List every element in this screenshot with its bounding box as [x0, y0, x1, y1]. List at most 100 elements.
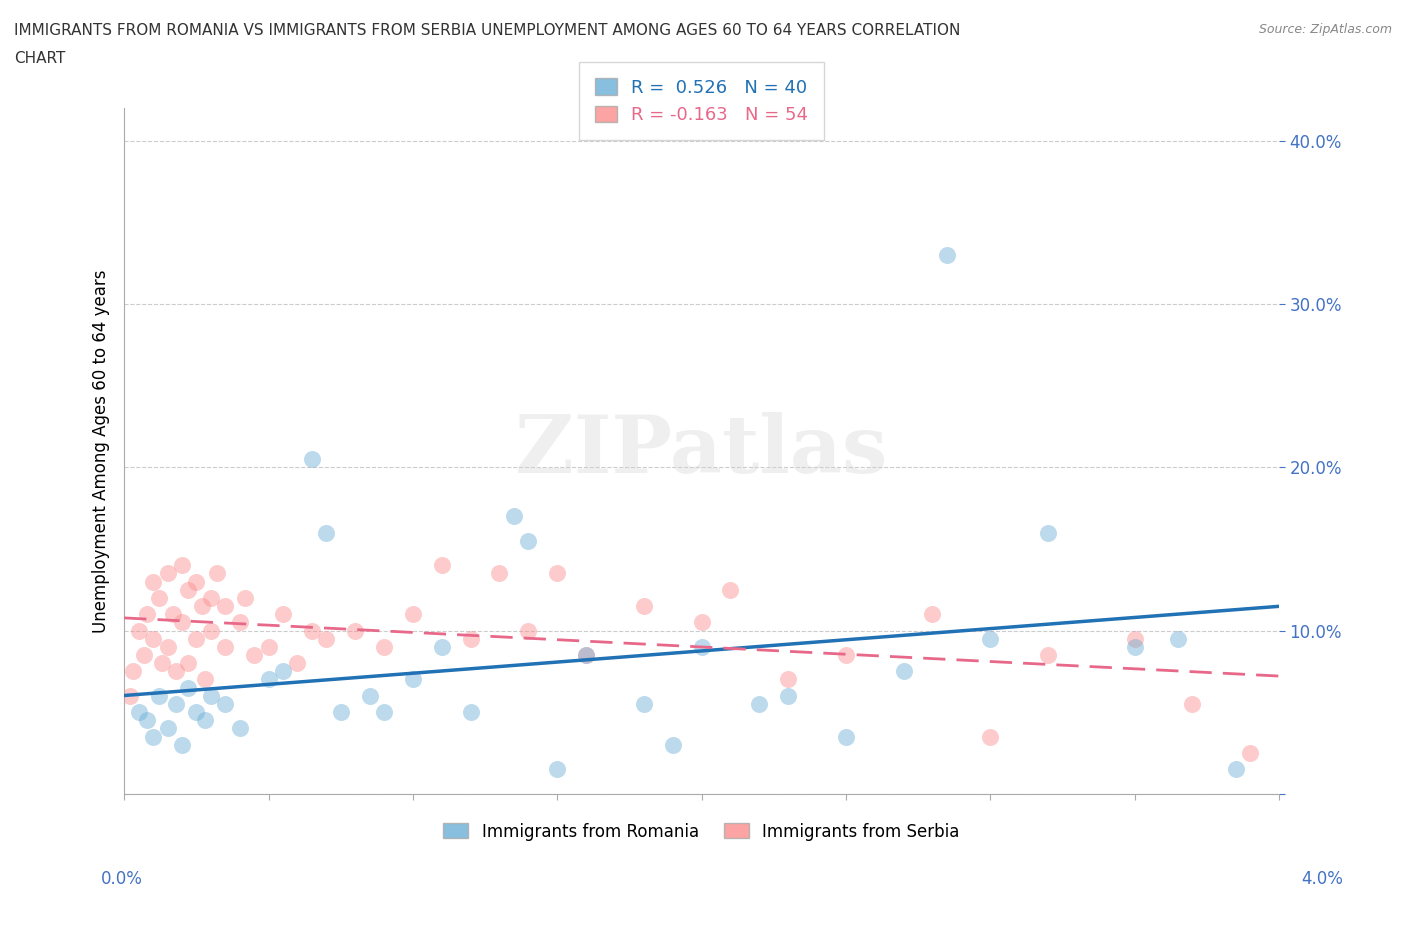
Point	[228, 721, 250, 736]
Point	[170, 737, 193, 752]
Point	[228, 615, 250, 630]
Point	[661, 737, 683, 752]
Point	[546, 762, 568, 777]
Text: 4.0%: 4.0%	[1301, 870, 1343, 888]
Point	[243, 647, 266, 662]
Point	[517, 623, 540, 638]
Point	[979, 729, 1001, 744]
Point	[177, 680, 200, 695]
Point	[301, 623, 323, 638]
Point	[150, 656, 173, 671]
Point	[748, 697, 770, 711]
Point	[1123, 631, 1146, 646]
Point	[134, 647, 156, 662]
Point	[165, 664, 187, 679]
Point	[979, 631, 1001, 646]
Point	[1036, 525, 1059, 540]
Point	[200, 623, 222, 638]
Text: Source: ZipAtlas.com: Source: ZipAtlas.com	[1258, 23, 1392, 36]
Point	[142, 574, 165, 589]
Point	[128, 623, 150, 638]
Point	[1181, 697, 1204, 711]
Point	[344, 623, 367, 638]
Text: ZIPatlas: ZIPatlas	[516, 412, 887, 490]
Point	[718, 582, 741, 597]
Point	[156, 566, 179, 581]
Point	[165, 697, 187, 711]
Point	[200, 591, 222, 605]
Point	[402, 606, 425, 621]
Point	[1123, 640, 1146, 655]
Point	[373, 640, 395, 655]
Point	[186, 705, 208, 720]
Point	[287, 656, 309, 671]
Point	[214, 640, 236, 655]
Point	[148, 688, 170, 703]
Point	[200, 688, 222, 703]
Point	[177, 656, 200, 671]
Point	[170, 615, 193, 630]
Point	[690, 640, 713, 655]
Point	[359, 688, 381, 703]
Point	[921, 606, 943, 621]
Point	[235, 591, 257, 605]
Legend: Immigrants from Romania, Immigrants from Serbia: Immigrants from Romania, Immigrants from…	[437, 816, 966, 847]
Point	[430, 640, 453, 655]
Point	[633, 599, 655, 614]
Point	[460, 705, 482, 720]
Point	[1239, 746, 1261, 761]
Point	[162, 606, 184, 621]
Point	[778, 688, 800, 703]
Point	[893, 664, 915, 679]
Point	[575, 647, 598, 662]
Point	[778, 672, 800, 687]
Point	[315, 525, 337, 540]
Point	[170, 558, 193, 573]
Point	[271, 606, 294, 621]
Y-axis label: Unemployment Among Ages 60 to 64 years: Unemployment Among Ages 60 to 64 years	[93, 269, 110, 632]
Point	[194, 672, 217, 687]
Point	[142, 631, 165, 646]
Point	[935, 247, 957, 262]
Point	[191, 599, 214, 614]
Point	[315, 631, 337, 646]
Point	[503, 509, 526, 524]
Point	[271, 664, 294, 679]
Point	[1225, 762, 1247, 777]
Point	[128, 705, 150, 720]
Point	[257, 672, 280, 687]
Point	[575, 647, 598, 662]
Point	[835, 647, 858, 662]
Point	[205, 566, 228, 581]
Text: 0.0%: 0.0%	[101, 870, 143, 888]
Point	[118, 688, 141, 703]
Point	[156, 721, 179, 736]
Point	[142, 729, 165, 744]
Point	[1036, 647, 1059, 662]
Point	[517, 533, 540, 548]
Point	[430, 558, 453, 573]
Point	[186, 631, 208, 646]
Point	[136, 713, 159, 728]
Point	[177, 582, 200, 597]
Point	[488, 566, 510, 581]
Point	[460, 631, 482, 646]
Point	[690, 615, 713, 630]
Point	[156, 640, 179, 655]
Point	[136, 606, 159, 621]
Point	[633, 697, 655, 711]
Point	[257, 640, 280, 655]
Point	[329, 705, 352, 720]
Point	[148, 591, 170, 605]
Text: CHART: CHART	[14, 51, 66, 66]
Point	[301, 452, 323, 467]
Text: IMMIGRANTS FROM ROMANIA VS IMMIGRANTS FROM SERBIA UNEMPLOYMENT AMONG AGES 60 TO : IMMIGRANTS FROM ROMANIA VS IMMIGRANTS FR…	[14, 23, 960, 38]
Point	[194, 713, 217, 728]
Point	[122, 664, 145, 679]
Point	[214, 697, 236, 711]
Point	[546, 566, 568, 581]
Point	[186, 574, 208, 589]
Point	[214, 599, 236, 614]
Point	[1167, 631, 1189, 646]
Point	[373, 705, 395, 720]
